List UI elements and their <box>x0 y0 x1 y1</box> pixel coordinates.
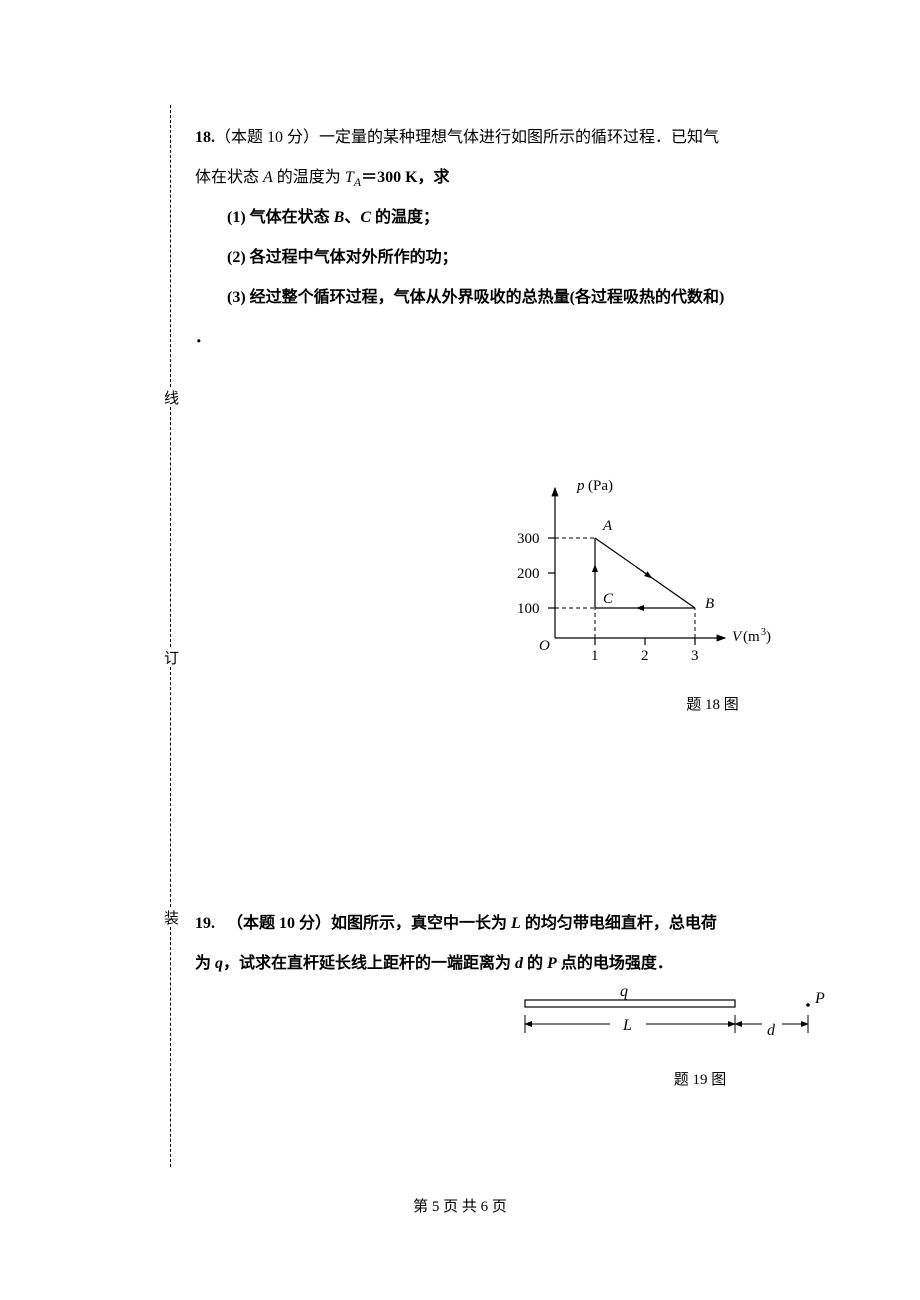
fig18-xunit: (m <box>743 629 760 645</box>
binding-dash <box>170 667 180 907</box>
figure-18: p (Pa) V (m 3 ) O 100 200 300 1 2 3 A B … <box>495 478 835 714</box>
q19-intro6: 点的电场强度． <box>557 955 673 972</box>
fig19-caption: 题 19 图 <box>545 1068 855 1089</box>
page-footer: 第 5 页 共 6 页 <box>0 1195 920 1216</box>
fig18-xtick-2: 2 <box>641 648 649 664</box>
q19-number: 19. <box>195 915 215 932</box>
q18-sub2-label: (2) <box>227 249 246 266</box>
q18-sub1: (1) 气体在状态 B、C 的温度； <box>195 198 795 238</box>
fig18-point-C: C <box>603 591 614 607</box>
q18-sub1-sep: 、 <box>344 209 360 226</box>
q18-stateC: C <box>360 209 371 226</box>
q19-d: d <box>515 955 523 972</box>
q18-stateA: A <box>263 169 273 186</box>
q18-sub1-label: (1) <box>227 209 246 226</box>
fig19-q-label: q <box>620 985 628 1000</box>
q18-number: 18. <box>195 129 215 146</box>
fig18-ytick-200: 200 <box>517 566 540 582</box>
binding-char-line: 线 <box>160 387 180 407</box>
fig18-caption: 题 18 图 <box>590 693 835 714</box>
q19-intro2: 的均匀带电细直杆，总电荷 <box>521 915 717 932</box>
binding-char-bind: 装 <box>160 907 180 927</box>
fig18-ylabel: p <box>576 478 585 494</box>
fig18-yunit: (Pa) <box>588 478 613 494</box>
q18-line2: 体在状态 A 的温度为 TA＝300 K，求 <box>195 158 795 198</box>
binding-dash <box>170 927 180 1167</box>
q18-intro-text4: ，求 <box>418 169 450 186</box>
fig18-point-B: B <box>705 596 714 612</box>
q19-intro3: 为 <box>195 955 215 972</box>
q18-TA: T <box>345 169 354 186</box>
q19-intro5: 的 <box>523 955 547 972</box>
q18-sub2: (2) 各过程中气体对外所作的功； <box>195 238 795 278</box>
fig18-xunit-close: ) <box>766 629 771 645</box>
q18-sub1-text: 气体在状态 <box>246 209 334 226</box>
question-19: 19. （本题 10 分）如图所示，真空中一长为 L 的均匀带电细直杆，总电荷 … <box>195 904 795 984</box>
rod-diagram-svg: P q L d <box>515 985 835 1045</box>
q18-eq: ＝ <box>361 169 377 186</box>
fig18-xlabel: V <box>732 629 743 645</box>
q19-line2: 为 q，试求在直杆延长线上距杆的一端距离为 d 的 P 点的电场强度． <box>195 944 795 984</box>
q18-TA-sub: A <box>354 175 361 189</box>
q18-intro-text1: 一定量的某种理想气体进行如图所示的循环过程．已知气 <box>319 129 719 146</box>
q18-tempval: 300 K <box>377 169 417 186</box>
q18-sub2-text: 各过程中气体对外所作的功； <box>246 249 458 266</box>
q18-intro-text3: 的温度为 <box>273 169 345 186</box>
fig18-point-A: A <box>602 518 613 534</box>
binding-margin: 线 订 装 <box>160 105 180 1195</box>
q18-period: ． <box>195 318 795 358</box>
binding-dash <box>170 105 180 387</box>
q18-sub3: (3) 经过整个循环过程，气体从外界吸收的总热量(各过程吸热的代数和) <box>195 278 795 318</box>
fig18-xtick-3: 3 <box>691 648 699 664</box>
fig19-d-label: d <box>767 1022 776 1039</box>
fig19-P-label: P <box>814 990 825 1007</box>
q18-points: （本题 10 分） <box>215 129 319 146</box>
fig18-ytick-300: 300 <box>517 531 540 547</box>
fig18-xtick-1: 1 <box>591 648 599 664</box>
q18-sub3-text: 经过整个循环过程，气体从外界吸收的总热量(各过程吸热的代数和) <box>246 289 725 306</box>
q19-intro1: 如图所示，真空中一长为 <box>331 915 511 932</box>
q18-intro: 18.（本题 10 分）一定量的某种理想气体进行如图所示的循环过程．已知气 <box>195 118 795 158</box>
figure-19: P q L d 题 19 图 <box>515 985 855 1089</box>
fig18-ytick-100: 100 <box>517 601 540 617</box>
pv-diagram-svg: p (Pa) V (m 3 ) O 100 200 300 1 2 3 A B … <box>495 478 775 678</box>
q18-intro-text2: 体在状态 <box>195 169 263 186</box>
q19-points: （本题 10 分） <box>227 915 331 932</box>
binding-dash <box>170 407 180 647</box>
q19-intro4: ，试求在直杆延长线上距杆的一端距离为 <box>223 955 515 972</box>
q19-P: P <box>547 955 557 972</box>
q18-sub3-label: (3) <box>227 289 246 306</box>
page-content: 18.（本题 10 分）一定量的某种理想气体进行如图所示的循环过程．已知气 体在… <box>195 118 795 358</box>
q18-sub1-text2: 的温度； <box>371 209 439 226</box>
q18-stateB: B <box>334 209 345 226</box>
binding-char-staple: 订 <box>160 647 180 667</box>
fig18-origin: O <box>539 638 550 654</box>
q19-line1: 19. （本题 10 分）如图所示，真空中一长为 L 的均匀带电细直杆，总电荷 <box>195 904 795 944</box>
q19-q: q <box>215 955 223 972</box>
fig19-L-label: L <box>622 1017 632 1034</box>
q19-L: L <box>511 915 521 932</box>
question-18: 18.（本题 10 分）一定量的某种理想气体进行如图所示的循环过程．已知气 体在… <box>195 118 795 358</box>
